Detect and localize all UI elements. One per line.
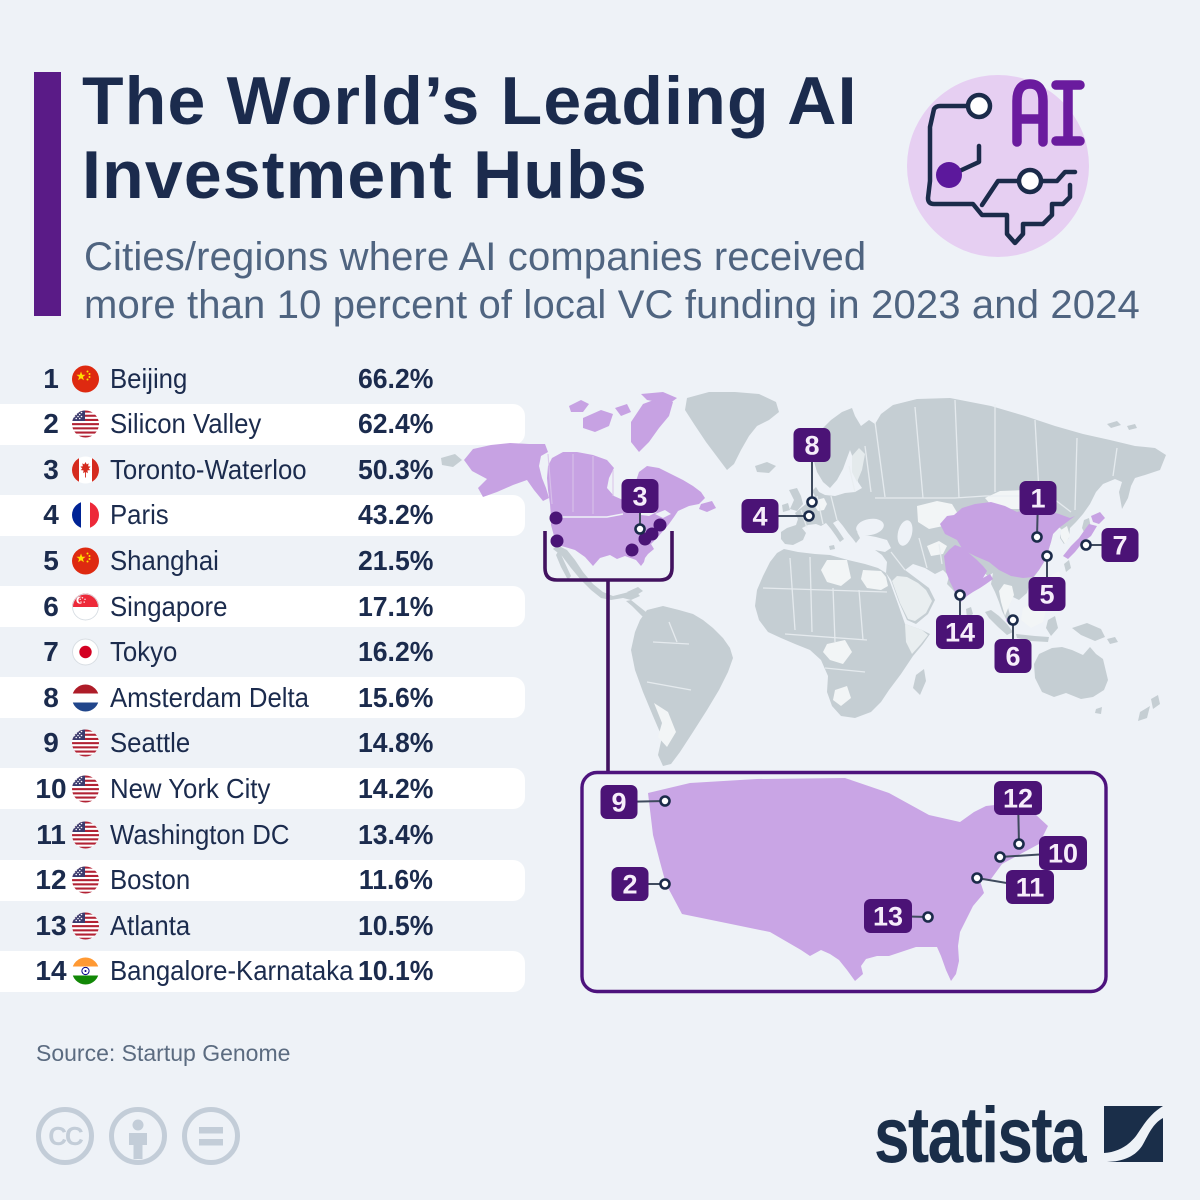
svg-text:10: 10 — [1048, 839, 1078, 869]
svg-text:1: 1 — [1030, 484, 1045, 514]
svg-text:7: 7 — [1112, 531, 1127, 561]
svg-text:statista: statista — [874, 1100, 1088, 1164]
svg-text:9: 9 — [611, 788, 626, 818]
svg-text:11: 11 — [1016, 873, 1045, 903]
svg-text:12: 12 — [1003, 784, 1033, 814]
svg-text:13: 13 — [873, 902, 903, 932]
svg-text:8: 8 — [804, 431, 819, 461]
svg-text:4: 4 — [752, 502, 767, 532]
svg-text:2: 2 — [622, 870, 637, 900]
svg-text:3: 3 — [632, 482, 647, 512]
svg-text:14: 14 — [945, 618, 975, 648]
svg-text:6: 6 — [1005, 642, 1020, 672]
svg-text:CC: CC — [48, 1121, 84, 1151]
svg-text:5: 5 — [1039, 580, 1054, 610]
